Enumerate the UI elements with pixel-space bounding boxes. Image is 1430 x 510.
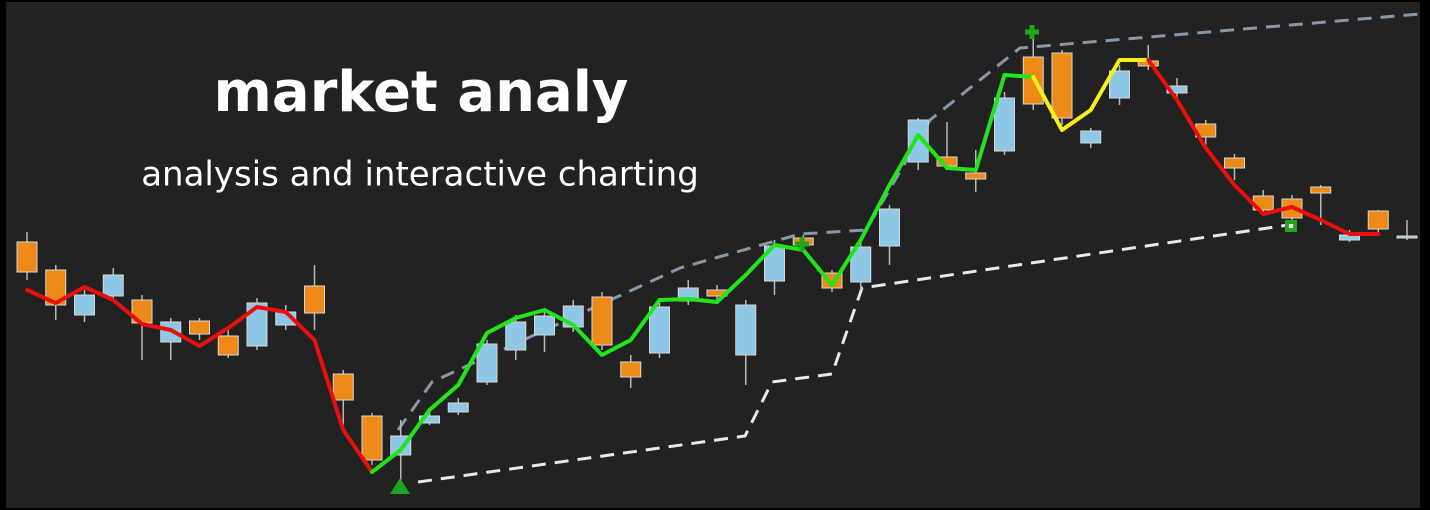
candle-body [1109, 70, 1130, 99]
candle-body [246, 302, 268, 347]
candle-body [1080, 130, 1102, 144]
candle-body [1367, 210, 1389, 230]
candle-body [1224, 157, 1245, 169]
candle-body [1310, 186, 1332, 194]
lower-channel [417, 222, 1296, 484]
candle-body [361, 415, 383, 461]
title: market analy [214, 60, 629, 125]
candle-body [102, 274, 124, 297]
candle-body [735, 304, 757, 356]
signal-square-dot [1289, 224, 1293, 228]
candle-body [476, 343, 498, 383]
candle-body [620, 361, 642, 378]
candle-body [332, 373, 354, 401]
candle-body [447, 402, 469, 413]
upper-channel [396, 12, 1421, 431]
trend-line [370, 73, 1036, 474]
candle-body [16, 241, 38, 273]
candle-body [907, 119, 929, 163]
candle-body [994, 97, 1015, 152]
candle-body [591, 296, 613, 346]
candle-body [850, 246, 872, 283]
candle-body [74, 294, 95, 316]
candle-body [534, 315, 555, 336]
candle-body [1396, 235, 1418, 239]
candle-body [189, 320, 210, 335]
candle-body [217, 335, 239, 356]
peak-marker [1025, 25, 1039, 39]
trend-line [25, 285, 374, 474]
candle-body [1051, 52, 1073, 119]
candles [16, 28, 1418, 480]
trend-line [1146, 58, 1381, 236]
trend-lines [25, 58, 1381, 474]
candle-body [879, 208, 900, 247]
candle-body [965, 172, 987, 180]
candle-body [419, 415, 440, 424]
trend-line [1031, 58, 1151, 132]
candle-body [649, 306, 670, 354]
subtitle: analysis and interactive charting [141, 155, 699, 195]
candle-body [505, 321, 527, 351]
signal-marker [795, 237, 809, 251]
candle-body [304, 285, 325, 314]
buy-signal [390, 478, 410, 494]
